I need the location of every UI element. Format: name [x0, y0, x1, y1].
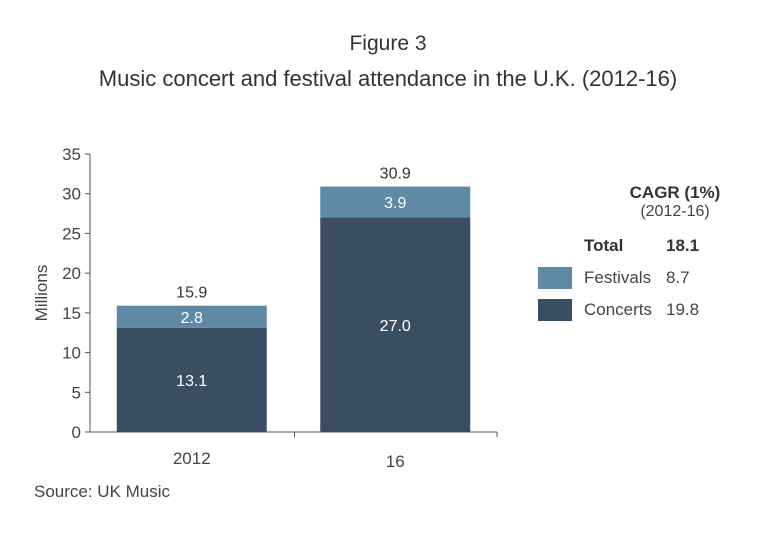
- y-tick-label: 30: [62, 185, 81, 204]
- legend-label-concerts: Concerts: [584, 300, 653, 319]
- chart-labels: 13.1 2.8 15.9 2012 27.0 3.9 30.9 16: [173, 166, 411, 471]
- figure-label: Figure 3: [349, 32, 427, 55]
- data-label-festivals: 3.9: [384, 195, 406, 212]
- total-label: 30.9: [380, 166, 411, 183]
- y-tick-label: 35: [62, 145, 81, 164]
- legend-swatch-festivals: [538, 267, 572, 289]
- y-tick-label: 20: [62, 264, 81, 283]
- cagr-total-label: Total: [584, 236, 624, 255]
- x-tick-label: 2012: [173, 449, 211, 468]
- cagr-subtitle: (2012-16): [640, 203, 710, 220]
- chart-bars: [116, 186, 471, 432]
- y-tick-label: 0: [72, 423, 81, 442]
- y-tick-label: 15: [62, 304, 81, 323]
- y-tick-label: 10: [62, 344, 81, 363]
- cagr-title: CAGR (1%): [629, 183, 721, 202]
- cagr-total-value: 18.1: [666, 236, 700, 255]
- chart-title: Music concert and festival attendance in…: [98, 66, 678, 91]
- total-label: 15.9: [176, 285, 207, 302]
- legend-label-festivals: Festivals: [584, 268, 652, 287]
- y-tick-label: 5: [72, 383, 81, 402]
- bar-concerts-2012: [116, 327, 267, 432]
- legend-value-festivals: 8.7: [666, 268, 690, 287]
- legend-value-concerts: 19.8: [666, 300, 700, 319]
- legend-swatch-concerts: [538, 299, 572, 321]
- y-axis-label: Millions: [32, 265, 51, 322]
- legend-item-concerts: Concerts 19.8: [538, 298, 699, 322]
- legend-item-festivals: Festivals 8.7: [538, 266, 690, 290]
- bar-concerts-16: [320, 217, 471, 432]
- data-label-concerts: 27.0: [380, 318, 411, 335]
- bar-festivals-2012: [116, 305, 267, 328]
- source-note: Source: UK Music: [34, 482, 171, 501]
- chart-axes: 0 5 10 15 20 25 30 35 Millions: [32, 145, 498, 442]
- y-tick-label: 25: [62, 224, 81, 243]
- data-label-festivals: 2.8: [181, 310, 203, 327]
- bar-festivals-16: [320, 186, 471, 218]
- data-label-concerts: 13.1: [176, 373, 207, 390]
- x-tick-label: 16: [386, 452, 405, 471]
